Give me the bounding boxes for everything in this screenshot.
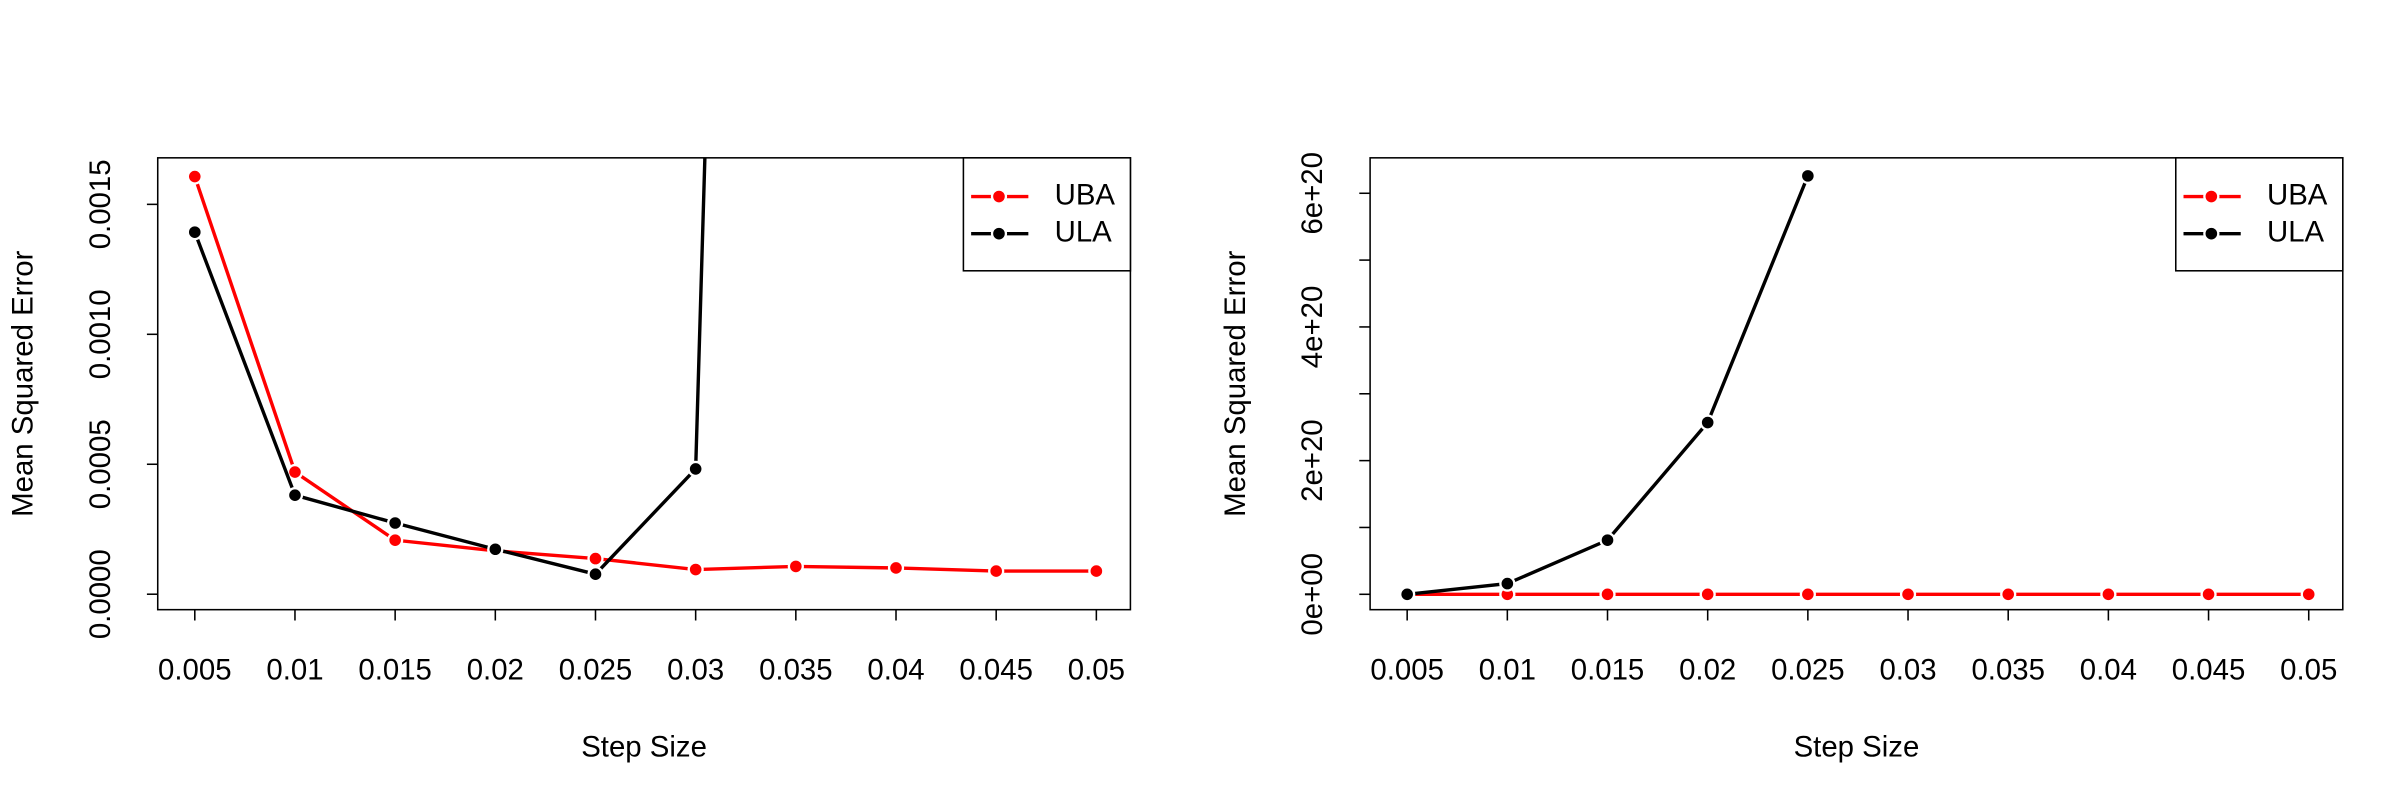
x-tick-label: 0.05 (1068, 653, 1125, 686)
data-point (2100, 586, 2117, 603)
plot-area (1399, 167, 2317, 603)
legend-label: UBA (2267, 178, 2328, 211)
legend-box (2175, 157, 2344, 272)
y-tick-label: 0.0005 (84, 419, 117, 509)
y-tick-label: 0.0000 (84, 549, 117, 639)
plot-area (186, 157, 1105, 583)
x-tick-label: 0.025 (559, 653, 632, 686)
data-point (286, 463, 304, 481)
data-point (186, 224, 203, 241)
x-tick-label: 0.035 (1971, 653, 2044, 686)
legend-label: UBA (1055, 178, 1116, 211)
series-line (193, 157, 707, 577)
legend-marker (2203, 225, 2220, 242)
data-point (186, 168, 203, 185)
series-line (193, 175, 1097, 573)
legend-label: ULA (2267, 215, 2325, 248)
y-tick-label: 4e+20 (1296, 286, 1329, 369)
x-tick-label: 0.015 (358, 653, 431, 686)
x-tick-label: 0.03 (1879, 653, 1936, 686)
x-tick-label: 0.02 (1679, 653, 1736, 686)
x-tick-label: 0.01 (266, 653, 323, 686)
y-tick-label: 6e+20 (1296, 152, 1329, 235)
data-point (1088, 562, 1105, 580)
data-point (687, 561, 704, 578)
y-tick-label: 2e+20 (1296, 419, 1329, 502)
x-axis-label: Step Size (1794, 731, 1920, 764)
y-axis-label: Mean Squared Error (7, 250, 40, 516)
legend-marker (990, 188, 1008, 205)
y-tick-label: 0.0015 (84, 159, 117, 249)
data-point (2300, 586, 2317, 603)
x-axis-label: Step Size (581, 731, 707, 764)
data-point (988, 562, 1005, 580)
legend-marker (2203, 188, 2220, 205)
data-point (1399, 586, 1416, 603)
x-tick-label: 0.045 (959, 653, 1032, 686)
series-line (1406, 175, 1810, 596)
data-point (787, 558, 804, 575)
data-point (2000, 586, 2017, 603)
x-tick-label: 0.015 (1571, 653, 1644, 686)
x-tick-label: 0.02 (467, 653, 524, 686)
legend-label: ULA (1055, 215, 1113, 248)
x-tick-label: 0.04 (867, 653, 924, 686)
data-point (387, 532, 404, 549)
data-point (587, 566, 604, 583)
data-point (687, 460, 704, 478)
x-tick-label: 0.03 (667, 653, 724, 686)
data-point (387, 514, 404, 532)
data-point (1799, 167, 1816, 185)
x-tick-label: 0.045 (2172, 653, 2245, 686)
x-tick-label: 0.005 (1370, 653, 1443, 686)
data-point (1499, 575, 1516, 592)
x-tick-label: 0.035 (759, 653, 832, 686)
legend-marker (990, 225, 1008, 242)
plot-frame (1369, 157, 2344, 611)
data-point (1599, 532, 1616, 549)
data-point (1799, 586, 1816, 603)
data-point (1899, 586, 1917, 603)
data-point (1599, 586, 1616, 603)
data-point (1699, 414, 1716, 431)
data-point (2200, 586, 2217, 603)
plot-frame (156, 157, 1132, 611)
data-point (286, 487, 304, 504)
data-point (587, 550, 604, 567)
y-tick-label: 0.0010 (84, 289, 117, 379)
data-point (1699, 586, 1716, 603)
data-point (887, 559, 905, 577)
y-tick-label: 0e+00 (1296, 553, 1329, 636)
x-tick-label: 0.005 (158, 653, 231, 686)
y-axis-label: Mean Squared Error (1219, 250, 1252, 516)
data-point (487, 541, 504, 558)
x-tick-label: 0.04 (2080, 653, 2137, 686)
legend-box (962, 157, 1132, 272)
x-tick-label: 0.05 (2280, 653, 2337, 686)
x-tick-label: 0.025 (1771, 653, 1844, 686)
x-tick-label: 0.01 (1479, 653, 1536, 686)
